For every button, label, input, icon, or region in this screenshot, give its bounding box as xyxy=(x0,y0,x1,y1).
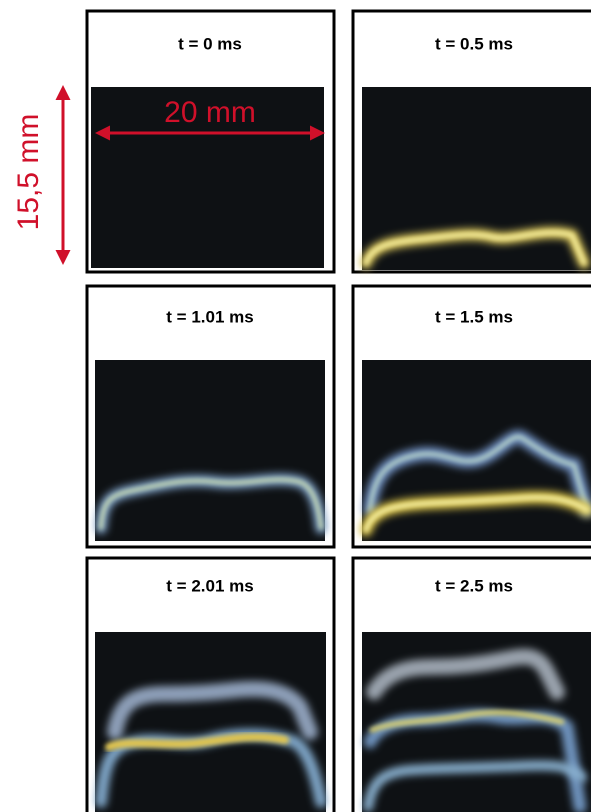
panel: t = 0.5 ms xyxy=(351,9,591,274)
panel-label: t = 2.5 ms xyxy=(435,576,513,595)
panel-label: t = 2.01 ms xyxy=(166,576,253,595)
panel: t = 2.01 ms xyxy=(85,556,336,812)
panel: t = 0 ms xyxy=(85,9,336,274)
panel: t = 2.5 ms xyxy=(351,556,591,812)
photo xyxy=(94,632,327,812)
panel: t = 1.01 ms xyxy=(85,284,336,549)
panel: t = 1.5 ms xyxy=(351,284,591,549)
photo xyxy=(362,632,591,812)
photo xyxy=(359,360,591,541)
photo xyxy=(360,87,591,270)
photo xyxy=(93,360,327,541)
panel-label: t = 1.5 ms xyxy=(435,307,513,326)
panel-label: t = 0 ms xyxy=(178,34,242,53)
width-label: 20 mm xyxy=(164,96,256,129)
height-label: 15,5 mm xyxy=(12,114,45,231)
panel-label: t = 0.5 ms xyxy=(435,34,513,53)
photo xyxy=(88,87,327,268)
panel-label: t = 1.01 ms xyxy=(166,307,253,326)
